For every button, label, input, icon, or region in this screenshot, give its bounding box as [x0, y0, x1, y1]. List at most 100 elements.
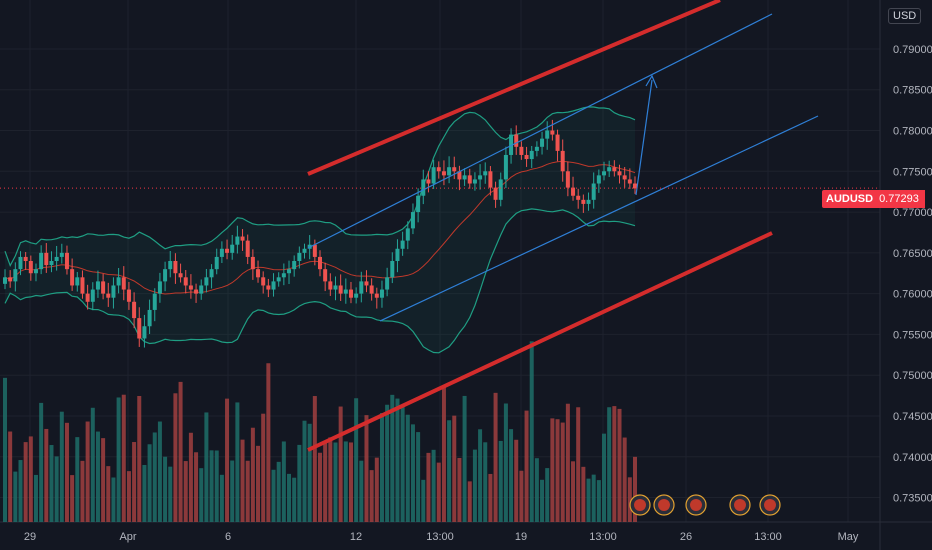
candle-body: [410, 212, 415, 229]
volume-bar: [545, 468, 550, 522]
volume-bar: [106, 466, 111, 522]
volume-bar: [441, 386, 446, 522]
volume-bar: [137, 395, 142, 522]
last-price-value: 0.77293: [877, 190, 925, 208]
volume-bar: [607, 407, 612, 522]
volume-bar: [348, 442, 353, 522]
event-flag-icon: [734, 499, 746, 511]
candle-body: [137, 318, 142, 339]
candle-body: [565, 171, 570, 188]
candle-body: [245, 240, 250, 257]
candle-body: [225, 248, 230, 253]
candle-body: [33, 269, 38, 274]
volume-bar: [436, 462, 441, 522]
candle-body: [199, 285, 204, 294]
candle-body: [3, 277, 7, 284]
volume-bar: [519, 470, 524, 522]
volume-bar: [230, 460, 235, 522]
volume-bar: [447, 420, 452, 522]
candle-body: [514, 134, 519, 147]
volume-bar: [240, 439, 245, 522]
volume-bar: [219, 474, 224, 522]
event-flag-icon: [690, 499, 702, 511]
volume-bar: [152, 432, 157, 522]
candle-body: [369, 285, 374, 294]
volume-bar: [627, 477, 632, 522]
candle-body: [75, 277, 80, 286]
volume-bar: [467, 481, 472, 522]
volume-bar: [354, 398, 359, 522]
volume-bar: [565, 403, 570, 522]
volume-bar: [64, 422, 69, 522]
volume-bar: [39, 402, 44, 522]
volume-bar: [111, 477, 116, 522]
candle-body: [116, 277, 121, 286]
candle-body: [622, 175, 627, 180]
candle-body: [529, 150, 534, 160]
last-price-label: AUDUSD 0.77293: [822, 190, 932, 208]
candle-body: [385, 277, 390, 290]
candle-body: [472, 179, 477, 184]
volume-bar: [95, 431, 100, 522]
volume-bar: [256, 445, 261, 522]
volume-bar: [395, 398, 400, 522]
volume-bar: [188, 432, 193, 522]
volume-bar: [214, 450, 219, 522]
event-flag-icon: [764, 499, 776, 511]
candle-body: [292, 261, 297, 270]
candle-body: [178, 273, 183, 278]
x-tick-label: 6: [225, 531, 231, 543]
volume-bar: [204, 412, 209, 522]
volume-bar: [209, 450, 214, 522]
candle-body: [550, 130, 555, 135]
volume-bar: [343, 441, 348, 522]
volume-bar: [302, 420, 307, 522]
volume-bar: [318, 452, 322, 522]
candle-body: [519, 146, 524, 155]
volume-bar: [54, 456, 59, 522]
volume-bar: [75, 437, 80, 522]
candle-body: [457, 171, 462, 180]
candle-body: [28, 261, 33, 274]
volume-bar: [90, 407, 95, 522]
candle-body: [467, 175, 472, 184]
x-tick-label: 13:00: [426, 531, 454, 543]
volume-bar: [8, 431, 13, 522]
volume-bar: [498, 440, 503, 522]
candle-body: [287, 269, 292, 274]
volume-bar: [70, 475, 75, 522]
candle-body: [395, 248, 400, 261]
x-tick-label: 19: [515, 531, 527, 543]
y-tick-label: 0.75000: [893, 370, 932, 382]
volume-bar: [540, 479, 545, 522]
volume-bar: [142, 464, 147, 522]
bollinger-fill: [5, 106, 635, 353]
volume-bar: [328, 437, 333, 522]
volume-bar: [612, 406, 617, 522]
volume-bar: [390, 394, 395, 522]
volume-bar: [271, 469, 276, 522]
volume-bar: [426, 452, 431, 522]
volume-bar: [410, 424, 415, 522]
volume-bar: [250, 427, 255, 522]
y-tick-label: 0.76000: [893, 289, 932, 301]
volume-bar: [514, 439, 519, 522]
volume-bar: [147, 444, 152, 522]
candle-body: [591, 183, 596, 200]
candle-body: [540, 138, 545, 147]
volume-bar: [333, 442, 338, 522]
volume-bar: [23, 442, 28, 522]
volume-bar: [194, 452, 199, 522]
x-tick-label: Apr: [119, 531, 136, 543]
candle-body: [400, 240, 405, 249]
candle-body: [483, 171, 488, 176]
candle-body: [183, 277, 188, 286]
candle-body: [416, 195, 421, 213]
candle-body: [250, 256, 255, 270]
candle-body: [576, 195, 581, 200]
volume-bar: [622, 437, 627, 522]
volume-bar: [18, 460, 23, 522]
y-tick-label: 0.78500: [893, 85, 932, 97]
currency-badge[interactable]: USD: [888, 8, 922, 24]
